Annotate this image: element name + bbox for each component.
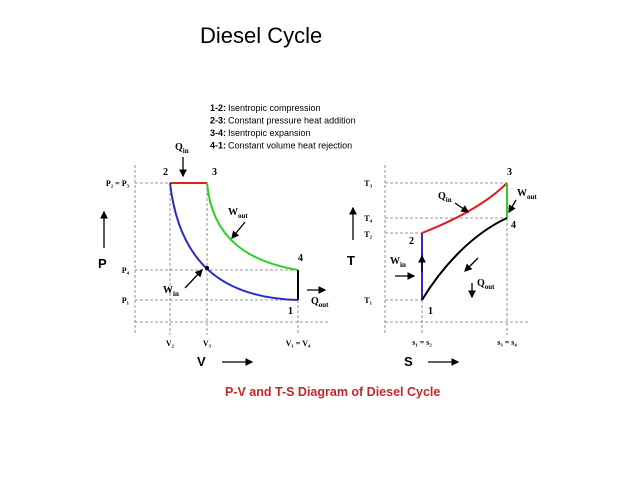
point-label: 4: [298, 253, 303, 264]
y-label: T₄: [364, 214, 372, 223]
legend-text: Constant pressure heat addition: [228, 116, 356, 126]
point-label: 1: [428, 306, 433, 317]
title: Diesel Cycle: [200, 23, 322, 48]
q-in: Qin: [438, 191, 452, 204]
point-label: 3: [507, 167, 512, 178]
w-out-subscript: out: [527, 193, 537, 201]
legend-item: 4-1: Constant volume heat rejection: [210, 141, 352, 151]
q-in-symbol: Q: [438, 191, 446, 202]
w-in-subscript: in: [173, 290, 179, 298]
x-axis-label: V: [197, 354, 206, 369]
x-label: V₂: [166, 339, 175, 348]
w-out: Wout: [517, 188, 537, 201]
q-out-symbol: Q: [477, 278, 485, 289]
q-out: Qout: [477, 278, 495, 291]
x-axis-label: S: [404, 354, 413, 369]
q-in: Qin: [175, 142, 189, 155]
ts-graphics: [349, 165, 530, 366]
w-out-symbol: W: [228, 207, 238, 218]
w-out-symbol: W: [517, 188, 527, 199]
q-out-symbol: Q: [311, 296, 319, 307]
legend-text: Isentropic compression: [228, 103, 321, 113]
point-label: 2: [409, 236, 414, 247]
y-label: T₁: [364, 296, 372, 305]
y-label: P₁: [122, 296, 130, 305]
q-out-subscript: out: [485, 283, 495, 291]
w-in: Win: [163, 285, 179, 298]
legend-label: 2-3:: [210, 116, 226, 126]
x-label: s₁ = s₂: [412, 338, 432, 347]
x-label: V₃: [203, 339, 212, 348]
q-in-subscript: in: [183, 147, 189, 155]
w-in-symbol: W: [390, 256, 400, 267]
point-label: 1: [288, 306, 293, 317]
legend-item: 2-3: Constant pressure heat addition: [210, 116, 356, 126]
w-in: Win: [390, 256, 406, 269]
q-out: Qout: [311, 296, 329, 309]
legend-text: Constant volume heat rejection: [228, 141, 352, 151]
point-label: 4: [511, 220, 516, 231]
q-in-symbol: Q: [175, 142, 183, 153]
q-in-subscript: in: [446, 196, 452, 204]
y-label: P₂ = P₃: [106, 179, 130, 188]
y-axis-label: P: [98, 256, 107, 271]
q-out-subscript: out: [319, 301, 329, 309]
legend-label: 3-4:: [210, 128, 226, 138]
y-label: P₄: [122, 266, 130, 275]
x-label: s₃ = s₄: [497, 338, 517, 347]
w-out-subscript: out: [238, 212, 248, 220]
w-in-subscript: in: [400, 261, 406, 269]
w-out: Wout: [228, 207, 248, 220]
caption: P-V and T-S Diagram of Diesel Cycle: [225, 385, 440, 399]
y-axis-label: T: [347, 253, 355, 268]
legend-item: 3-4: Isentropic expansion: [210, 128, 311, 138]
legend-label: 4-1:: [210, 141, 226, 151]
point-label: 2: [163, 167, 168, 178]
legend-label: 1-2:: [210, 103, 226, 113]
legend-text: Isentropic expansion: [228, 128, 311, 138]
pv-graphics: [100, 157, 330, 366]
point-label: 3: [212, 167, 217, 178]
y-label: T₂: [364, 230, 372, 239]
legend-item: 1-2: Isentropic compression: [210, 103, 321, 113]
x-label: V₁ = V₄: [286, 339, 311, 348]
y-label: T₃: [364, 179, 372, 188]
w-in-symbol: W: [163, 285, 173, 296]
